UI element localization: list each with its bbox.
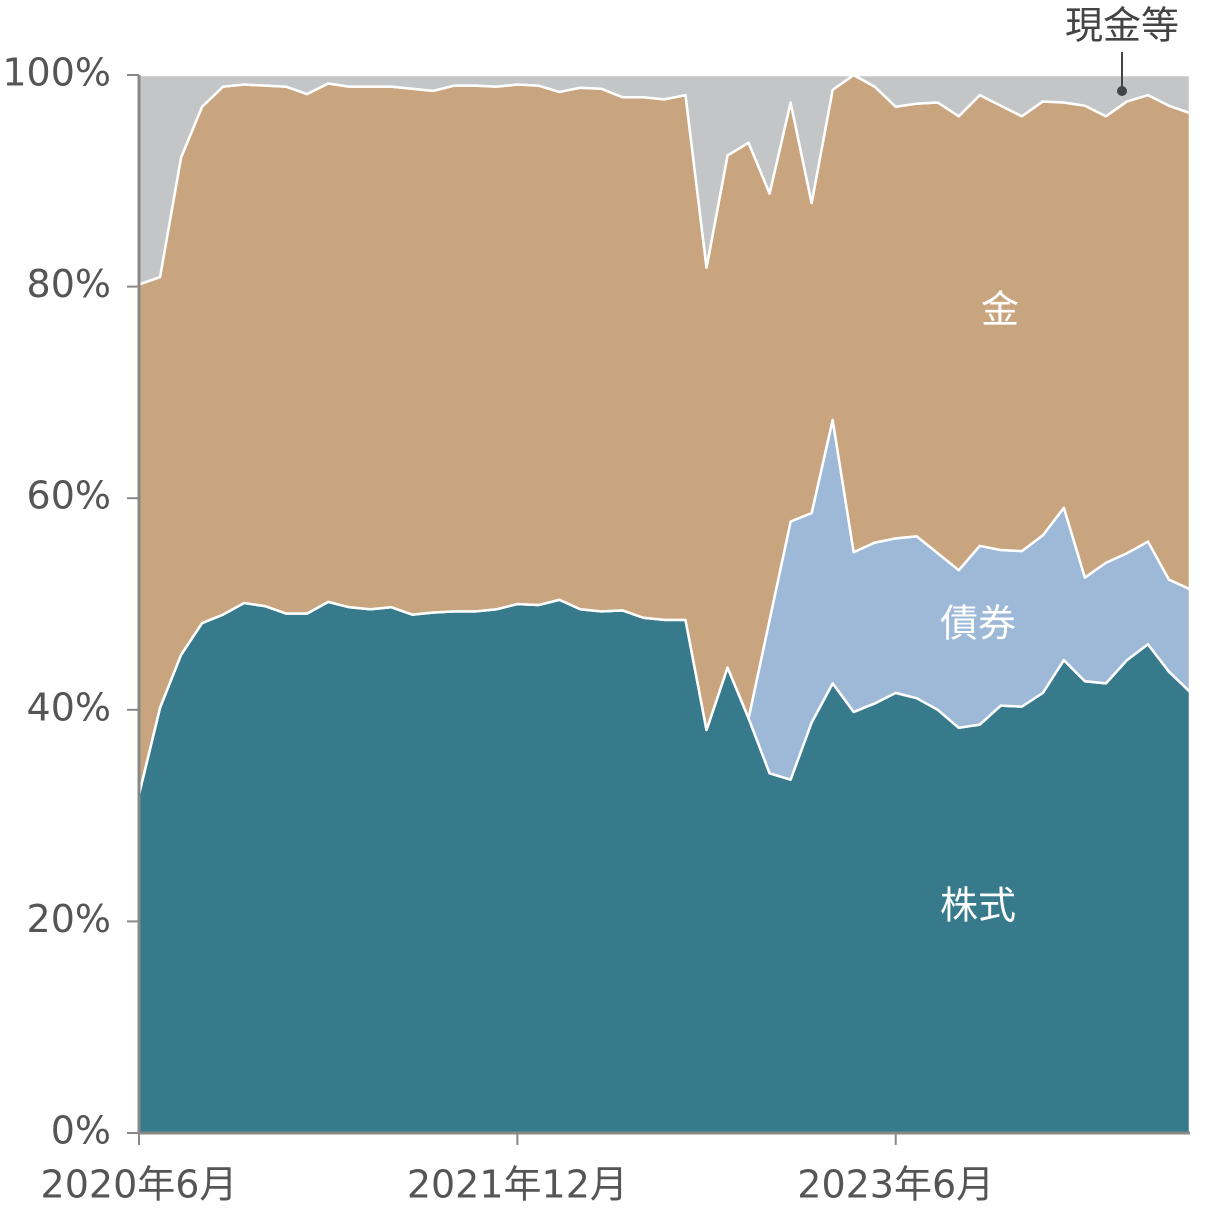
x-tick-label: 2021年12月 <box>407 1163 628 1207</box>
x-tick-label: 2023年6月 <box>797 1163 994 1207</box>
bond-label: 債券 <box>940 602 1016 646</box>
area <box>137 73 1192 286</box>
gold-label: 金 <box>981 288 1019 332</box>
y-tick-label: 100% <box>2 51 111 95</box>
y-tick-label: 20% <box>27 897 111 941</box>
cash-label: 現金等 <box>1065 4 1179 48</box>
leader-dot <box>1117 86 1127 96</box>
y-tick-label: 60% <box>27 474 111 518</box>
y-tick-label: 40% <box>27 685 111 729</box>
stock-label: 株式 <box>940 884 1016 928</box>
x-tick-label: 2020年6月 <box>41 1163 238 1207</box>
y-tick-label: 80% <box>27 262 111 306</box>
y-tick-label: 0% <box>51 1109 111 1153</box>
areas <box>137 73 1192 1135</box>
